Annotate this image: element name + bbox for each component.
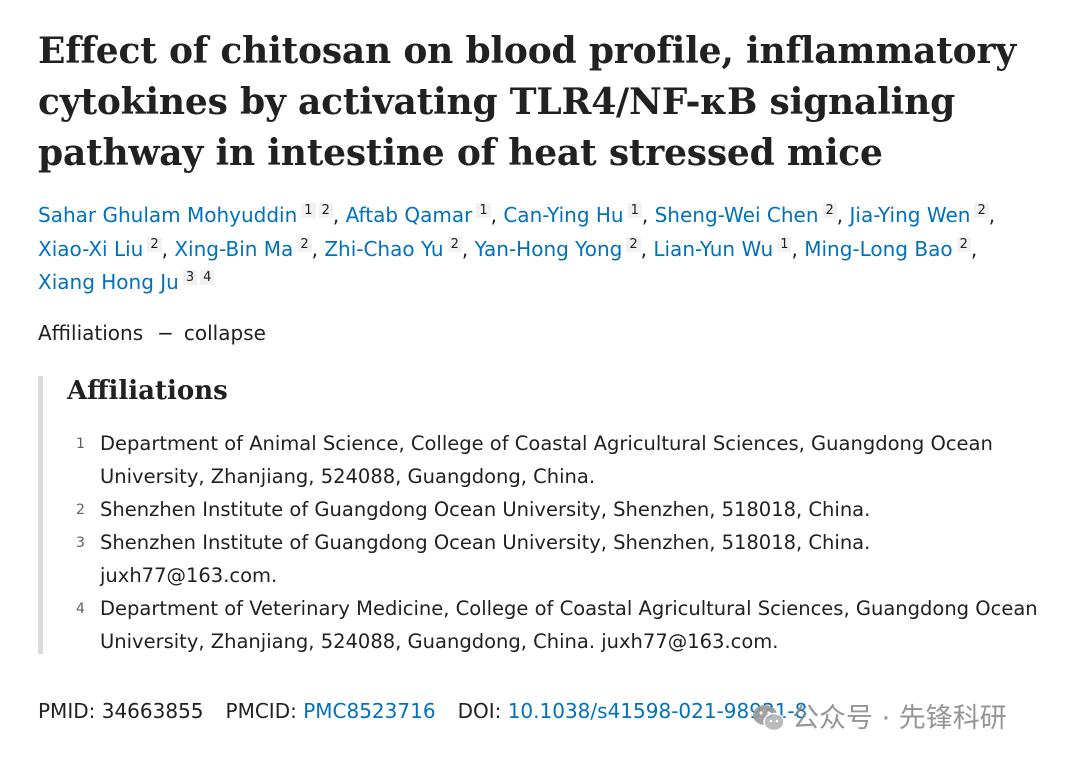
author-name-link[interactable]: Ming-Long Bao <box>804 236 953 261</box>
author-separator: , <box>461 236 475 261</box>
author-item: Sheng-Wei Chen 2 <box>655 203 837 227</box>
affiliation-ref-badge[interactable]: 2 <box>447 236 462 252</box>
author-name-link[interactable]: Zhi-Chao Yu <box>324 236 444 261</box>
author-item: Yan-Hong Yong 2 <box>474 236 641 261</box>
affiliation-ref-badge[interactable]: 1 <box>627 203 642 218</box>
affiliations-toggle[interactable]: Affiliations − collapse <box>38 318 266 348</box>
affiliation-text: Department of Veterinary Medicine, Colle… <box>100 597 1038 653</box>
article-title: Effect of chitosan on blood profile, inf… <box>38 30 1016 174</box>
affiliations-toggle-label: Affiliations <box>38 321 144 345</box>
author-name-link[interactable]: Sahar Ghulam Mohyuddin <box>38 203 298 227</box>
author-name-link[interactable]: Aftab Qamar <box>345 203 473 227</box>
author-separator: , <box>332 203 346 227</box>
author-name-link[interactable]: Sheng-Wei Chen <box>654 203 819 227</box>
affiliation-ref-badge[interactable]: 2 <box>147 236 162 252</box>
author-item: Lian-Yun Wu 1 <box>653 236 792 261</box>
author-separator: , <box>791 236 805 261</box>
affiliations-heading: Affiliations <box>67 376 228 406</box>
collapse-label[interactable]: collapse <box>183 321 266 345</box>
author-name-link[interactable]: Xiang Hong Ju <box>38 270 179 294</box>
pmcid-label: PMCID: <box>225 699 297 723</box>
watermark-text: 公众号 · 先锋科研 <box>792 703 1007 734</box>
author-item: Xiao-Xi Liu 2 <box>38 236 162 261</box>
affiliation-ref-badge[interactable]: 3 <box>182 270 198 285</box>
pmid-label: PMID: <box>38 699 96 723</box>
affiliation-text: Shenzhen Institute of Guangdong Ocean Un… <box>100 531 871 587</box>
author-name-link[interactable]: Lian-Yun Wu <box>653 236 774 261</box>
affiliation-ref-badge[interactable]: 1 <box>301 203 316 218</box>
author-separator: , <box>836 203 850 227</box>
author-item: Ming-Long Bao 2 <box>804 236 971 261</box>
author-name-link[interactable]: Xiao-Xi Liu <box>38 236 144 261</box>
author-separator: , <box>640 236 654 261</box>
affiliation-ref-badge[interactable]: 2 <box>318 203 333 218</box>
author-item: Can-Ying Hu 1 <box>503 203 642 227</box>
affiliation-ref-badge[interactable]: 1 <box>476 203 491 218</box>
pmid-value: 34663855 <box>101 699 204 723</box>
author-name-link[interactable]: Yan-Hong Yong <box>474 236 623 261</box>
pmcid-link[interactable]: PMC8523716 <box>303 699 436 723</box>
affiliation-ref-badge[interactable]: 2 <box>297 236 312 252</box>
author-separator: , <box>641 203 655 227</box>
author-name-link[interactable]: Can-Ying Hu <box>503 203 624 227</box>
author-item: Sahar Ghulam Mohyuddin 1 2 <box>38 203 333 227</box>
affiliation-number: 2 <box>76 502 85 518</box>
affiliation-number: 1 <box>76 436 85 452</box>
author-separator: , <box>970 236 978 261</box>
author-item: Xiang Hong Ju 3 4 <box>38 270 215 294</box>
affiliation-number: 4 <box>76 601 85 617</box>
author-separator: , <box>161 236 175 261</box>
author-list: Sahar Ghulam Mohyuddin 1 2, Aftab Qamar 1, … <box>38 199 1038 300</box>
author-item: Aftab Qamar 1 <box>346 203 491 227</box>
affiliations-list: 1 Department of Animal Science, College o… <box>43 427 1040 658</box>
collapse-dash-icon: − <box>157 321 174 345</box>
affiliation-item: 2 Shenzhen Institute of Guangdong Ocean U… <box>43 493 1040 526</box>
author-item: Jia-Ying Wen 2 <box>850 203 989 227</box>
doi-label: DOI: <box>457 699 502 723</box>
author-name-link[interactable]: Xing-Bin Ma <box>174 236 294 261</box>
watermark: 公众号 · 先锋科研 <box>752 702 1007 736</box>
author-separator: , <box>490 203 504 227</box>
author-name-link[interactable]: Jia-Ying Wen <box>849 203 971 227</box>
author-separator: , <box>988 203 996 227</box>
article-identifiers: PMID: 34663855 PMCID: PMC8523716 DOI: 10.1… <box>38 696 807 726</box>
affiliation-ref-badge[interactable]: 2 <box>956 236 971 252</box>
affiliation-ref-badge[interactable]: 2 <box>626 236 641 252</box>
affiliation-text: Shenzhen Institute of Guangdong Ocean Un… <box>100 498 871 521</box>
affiliation-text: Department of Animal Science, College of… <box>100 432 993 488</box>
affiliation-ref-badge[interactable]: 4 <box>200 270 215 285</box>
author-item: Xing-Bin Ma 2 <box>174 236 312 261</box>
affiliations-panel: Affiliations 1 Department of Animal Scien… <box>38 376 1043 654</box>
affiliation-ref-badge[interactable]: 2 <box>822 203 837 218</box>
affiliation-ref-badge[interactable]: 2 <box>974 203 989 218</box>
affiliation-ref-badge[interactable]: 1 <box>777 236 792 252</box>
affiliation-item: 1 Department of Animal Science, College o… <box>43 427 1040 493</box>
author-item: Zhi-Chao Yu 2 <box>324 236 462 261</box>
affiliation-number: 3 <box>76 535 85 551</box>
affiliation-item: 4 Department of Veterinary Medicine, Coll… <box>43 592 1040 658</box>
wechat-icon <box>753 705 785 732</box>
affiliation-item: 3 Shenzhen Institute of Guangdong Ocean U… <box>43 526 1040 592</box>
author-separator: , <box>311 236 325 261</box>
